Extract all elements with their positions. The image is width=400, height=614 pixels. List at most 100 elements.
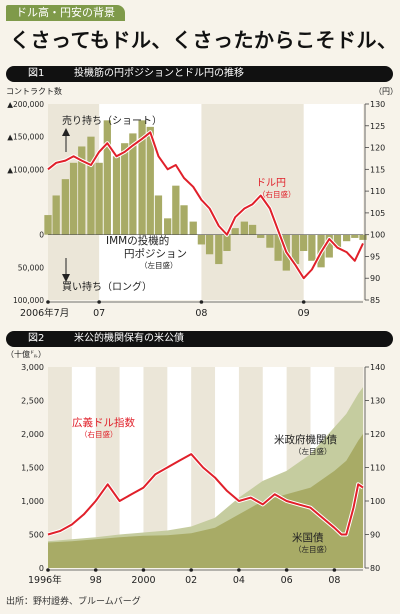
chart1-position-bar-8 xyxy=(112,156,121,235)
chart1-right-tick-5: 105 xyxy=(370,209,385,218)
chart1-x-tickmark-0 xyxy=(46,300,50,304)
chart1-position-bar-2 xyxy=(61,179,70,235)
chart2-right-tick-3: 110 xyxy=(370,464,385,473)
chart1-position-label-2: 円ポジション xyxy=(124,248,187,260)
chart1-right-tick-3: 115 xyxy=(370,165,385,174)
chart1-position-axis-note: （左目盛） xyxy=(140,260,178,270)
chart1-right-tick-0: 130 xyxy=(370,100,385,109)
chart1-x-tickmark-1 xyxy=(97,300,101,304)
chart1-left-unit: コントラクト数 xyxy=(6,86,62,96)
chart1-position-bar-20 xyxy=(215,234,223,265)
chart1-left-tick-0: ▲200,000 xyxy=(7,100,44,109)
chart1-position-bar-4 xyxy=(78,146,86,235)
chart2-index-label: 広義ドル指数 xyxy=(72,416,135,429)
chart2-right-tick-6: 80 xyxy=(370,564,380,573)
figure2-title: 米公的機関保有の米公債 xyxy=(74,333,184,344)
chart1-position-bar-24 xyxy=(248,224,257,235)
figure2-number: 図2 xyxy=(28,333,45,344)
chart2-left-unit: （十億㌦） xyxy=(6,349,46,359)
chart1-left-tick-3: 0 xyxy=(39,231,44,240)
chart1-position-bar-31 xyxy=(308,234,316,261)
chart1-right-tick-8: 90 xyxy=(370,274,380,283)
chart1-position-bar-37 xyxy=(359,234,367,240)
chart2-shade-2 xyxy=(167,367,192,568)
header-tag: ドル高・円安の背景 xyxy=(6,5,125,21)
chart2-treasury-label: 米国債 xyxy=(292,531,324,544)
chart2-x-tick-2: 2000 xyxy=(131,575,155,586)
chart1-position-bar-35 xyxy=(342,234,351,242)
chart2-x-tick-4: 04 xyxy=(233,575,245,586)
chart2-x-tickmark-3 xyxy=(189,568,193,572)
chart1-usdjpy-axis-note: （右目盛） xyxy=(258,189,296,199)
chart1-right-tick-7: 95 xyxy=(370,252,380,261)
chart1-x-tick-3: 09 xyxy=(298,308,310,319)
chart1-position-bar-27 xyxy=(274,234,282,261)
chart1-position-bar-11 xyxy=(138,120,146,235)
chart2-left-tick-4: 1,000 xyxy=(21,497,44,506)
chart1-position-bar-7 xyxy=(103,120,111,235)
chart1-left-tick-5: 100,000 xyxy=(13,296,44,305)
chart2-treasury-axis-note: （左目盛） xyxy=(294,544,332,554)
chart1-long-label: 買い持ち（ロング） xyxy=(62,280,152,293)
chart1-position-bar-36 xyxy=(351,234,359,238)
chart1-position-bar-17 xyxy=(189,221,197,235)
chart1-right-tick-1: 125 xyxy=(370,122,385,131)
chart1-long-arrowhead xyxy=(62,274,70,282)
chart1-position-bar-0 xyxy=(44,215,52,235)
chart1-position-bar-10 xyxy=(129,133,137,235)
source-note: 出所：野村證券、ブルームバーグ xyxy=(6,597,141,607)
chart1-position-bar-29 xyxy=(291,234,300,265)
chart1-x-tick-0: 2006年7月 xyxy=(20,307,69,319)
figure1-number: 図1 xyxy=(28,68,45,79)
chart2-left-tick-3: 1,500 xyxy=(21,464,44,473)
figure1-title: 投機筋の円ポジションとドル円の推移 xyxy=(74,68,244,79)
chart1-position-bar-9 xyxy=(121,143,129,235)
chart2-left-tick-5: 500 xyxy=(29,531,44,540)
chart2-left-tick-0: 3,000 xyxy=(21,363,44,372)
chart1-position-bar-12 xyxy=(146,126,154,235)
chart2-x-tick-6: 08 xyxy=(328,575,340,586)
chart1-x-tick-2: 08 xyxy=(195,308,207,319)
chart2-dollar-index-line xyxy=(47,453,364,536)
chart2-right-tick-0: 140 xyxy=(370,363,385,372)
chart2-index-axis-note: （右目盛） xyxy=(80,429,118,439)
chart2-x-tick-1: 98 xyxy=(90,575,102,586)
chart1-position-bar-30 xyxy=(300,234,308,251)
chart1-x-tick-1: 07 xyxy=(93,308,105,319)
chart1-left-tick-4: 50,000 xyxy=(18,263,44,272)
chart2-left-tick-2: 2,000 xyxy=(21,430,44,439)
chart1-right-tick-6: 100 xyxy=(370,231,385,240)
chart1-position-bar-5 xyxy=(87,136,95,235)
chart1-position-label-1: IMMの投機的 xyxy=(106,234,169,247)
chart2-x-tick-5: 06 xyxy=(281,575,293,586)
chart1-position-bar-22 xyxy=(231,228,239,235)
chart2-treasury-area xyxy=(48,434,363,568)
chart1-left-tick-1: ▲150,000 xyxy=(7,133,44,142)
chart1-right-tick-4: 110 xyxy=(370,187,385,196)
figure1-title-bar: 図1 投機筋の円ポジションとドル円の推移 xyxy=(6,66,393,82)
chart1-usdjpy-label: ドル円 xyxy=(256,178,286,189)
chart1-position-bar-6 xyxy=(95,162,103,235)
chart2-agency-label: 米政府機関債 xyxy=(274,433,337,446)
chart1-position-bar-21 xyxy=(223,234,231,251)
chart2-left-tick-6: 0 xyxy=(39,564,44,573)
chart1-short-arrowhead xyxy=(62,128,70,136)
chart2-x-tick-3: 02 xyxy=(185,575,197,586)
chart2-right-tick-1: 130 xyxy=(370,397,385,406)
chart2-x-tickmark-6 xyxy=(332,568,337,572)
chart1-position-bar-18 xyxy=(197,234,206,245)
chart1-position-bar-16 xyxy=(180,205,188,235)
chart2-x-tickmark-4 xyxy=(237,568,241,572)
chart1-position-bar-15 xyxy=(172,185,180,235)
chart2-right-tick-4: 100 xyxy=(370,497,385,506)
chart1-x-tickmark-2 xyxy=(199,300,204,304)
headline: くさってもドル、くさったからこそドル、 xyxy=(10,28,398,52)
chart1-position-bar-14 xyxy=(164,218,172,235)
chart1-position-bar-34 xyxy=(333,234,342,248)
chart1-x-tickmark-3 xyxy=(301,300,306,304)
chart2-agency-axis-note: （左目盛） xyxy=(294,446,332,456)
chart2-left-tick-1: 2,500 xyxy=(21,397,44,406)
chart1-left-tick-2: ▲100,000 xyxy=(7,165,44,174)
chart1-position-bar-19 xyxy=(205,234,214,255)
